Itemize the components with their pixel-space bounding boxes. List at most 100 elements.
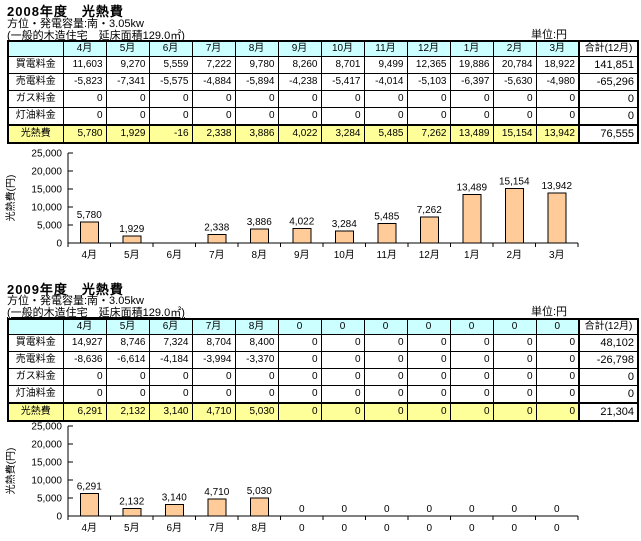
value-cell: 0 <box>363 385 408 404</box>
value-cell: 0 <box>363 368 408 386</box>
value-cell: 9,499 <box>363 56 408 74</box>
value-cell: -5,417 <box>320 73 365 91</box>
bar-label: 5,780 <box>77 210 102 221</box>
unit-label-2009: 単位:円 <box>531 306 568 318</box>
value-cell: 0 <box>492 368 537 386</box>
utility-cost-chart-2009: 0 5,000 10,000 15,000 20,000 25,000 光熱費(円) 6,29… <box>0 418 641 541</box>
value-cell: 0 <box>277 368 322 386</box>
value-cell: 0 <box>234 385 279 404</box>
month-header: 6月 <box>148 318 193 335</box>
sum-value-cell: 5,485 <box>363 124 408 144</box>
month-header: 0 <box>320 318 365 335</box>
row-total-cell: 141,851 <box>578 56 639 74</box>
row-total-cell: 0 <box>578 90 639 108</box>
y-tick-label: 5,000 <box>37 221 62 232</box>
value-cell: 0 <box>406 90 451 108</box>
month-header: 11月 <box>363 40 408 57</box>
category-label: 6月 <box>166 522 182 534</box>
value-cell: 5,559 <box>148 56 193 74</box>
table-row: ガス料金 0 0 0 0 0 0 0 0 0 0 0 0 0 <box>7 368 639 386</box>
bar <box>249 497 269 517</box>
sum-value-cell: 6,291 <box>62 402 107 422</box>
value-cell: 0 <box>62 90 107 108</box>
month-header: 0 <box>363 318 408 335</box>
sum-value-cell: 13,489 <box>449 124 494 144</box>
bar-label: 1,929 <box>119 224 144 235</box>
category-label: 4月 <box>81 249 97 261</box>
corner-cell <box>7 318 64 335</box>
category-label: 8月 <box>251 249 267 261</box>
y-tick-label: 20,000 <box>31 167 62 178</box>
bar-label: 7,262 <box>417 205 442 216</box>
value-cell: -6,397 <box>449 73 494 91</box>
bar-label: 0 <box>299 504 305 515</box>
bar <box>207 498 227 517</box>
bar-label: 0 <box>426 504 432 515</box>
bar-chart: 0 5,000 10,000 15,000 20,000 25,000 光熱費(円) 6,29… <box>4 422 579 534</box>
value-cell: 0 <box>492 90 537 108</box>
month-header: 8月 <box>234 40 279 57</box>
value-cell: 0 <box>191 385 236 404</box>
row-total-cell: 0 <box>578 385 639 404</box>
bar <box>377 222 397 244</box>
month-header: 6月 <box>148 40 193 57</box>
axes <box>67 425 579 520</box>
value-cell: 0 <box>449 90 494 108</box>
month-header: 0 <box>449 318 494 335</box>
value-cell: 0 <box>277 334 322 352</box>
value-cell: 0 <box>406 334 451 352</box>
month-header: 1月 <box>449 40 494 57</box>
sum-value-cell: 0 <box>363 402 408 422</box>
sum-value-cell: 0 <box>320 402 365 422</box>
bar <box>207 234 227 244</box>
month-header: 5月 <box>105 40 150 57</box>
row-label: 買電料金 <box>7 56 64 74</box>
sum-value-cell: 13,942 <box>535 124 580 144</box>
building-note-2008: (一般的木造住宅 延床面積129.0㎡) <box>7 30 185 42</box>
value-cell: 0 <box>62 107 107 126</box>
value-cell: 0 <box>105 90 150 108</box>
bar-label: 2,338 <box>204 223 229 234</box>
bar <box>249 228 269 244</box>
row-total-cell: 0 <box>578 368 639 386</box>
value-cell: 0 <box>148 107 193 126</box>
table-row: 買電料金 11,603 9,270 5,559 7,222 9,780 8,260 8,701… <box>7 56 639 74</box>
value-cell: 0 <box>62 368 107 386</box>
row-label: 売電料金 <box>7 351 64 369</box>
category-label: 0 <box>469 523 475 534</box>
y-tick-label: 0 <box>56 239 62 250</box>
value-cell: -4,884 <box>191 73 236 91</box>
category-label: 12月 <box>419 249 440 261</box>
bar <box>292 228 312 244</box>
value-cell: -3,370 <box>234 351 279 369</box>
bar <box>462 193 482 244</box>
y-tick-label: 25,000 <box>31 149 62 160</box>
grand-total-cell: 21,304 <box>578 402 639 422</box>
bar-label: 3,140 <box>162 493 187 504</box>
sum-value-cell: 5,780 <box>62 124 107 144</box>
month-header: 9月 <box>277 40 322 57</box>
value-cell: 0 <box>535 385 580 404</box>
value-cell: -4,980 <box>535 73 580 91</box>
month-header: 0 <box>492 318 537 335</box>
value-cell: 8,704 <box>191 334 236 352</box>
bar-label: 0 <box>554 504 560 515</box>
table-row: 売電料金 -8,636 -6,614 -4,184 -3,994 -3,370 0 0 0 0 0 0… <box>7 351 639 369</box>
category-label: 5月 <box>124 522 140 534</box>
value-cell: 8,400 <box>234 334 279 352</box>
category-label: 4月 <box>81 522 97 534</box>
sum-row: 光熱費 6,291 2,132 3,140 4,710 5,030 0 0 0 0 0 0 0 21,30… <box>7 402 639 422</box>
y-axis-title: 光熱費(円) <box>4 448 17 495</box>
value-cell: 18,922 <box>535 56 580 74</box>
category-label: 10月 <box>334 249 355 261</box>
utility-cost-table-2008: 4月 5月 6月 7月 8月 9月 10月 11月 12月 1月 2月 3月 合計(12月) 買電料金 11… <box>7 40 639 144</box>
value-cell: 0 <box>406 385 451 404</box>
bar <box>79 221 99 244</box>
value-cell: 0 <box>191 90 236 108</box>
bar-label: 2,132 <box>119 496 144 507</box>
sum-value-cell: 5,030 <box>234 402 279 422</box>
y-tick-label: 10,000 <box>31 203 62 214</box>
row-label: 買電料金 <box>7 334 64 352</box>
bar <box>419 216 439 244</box>
